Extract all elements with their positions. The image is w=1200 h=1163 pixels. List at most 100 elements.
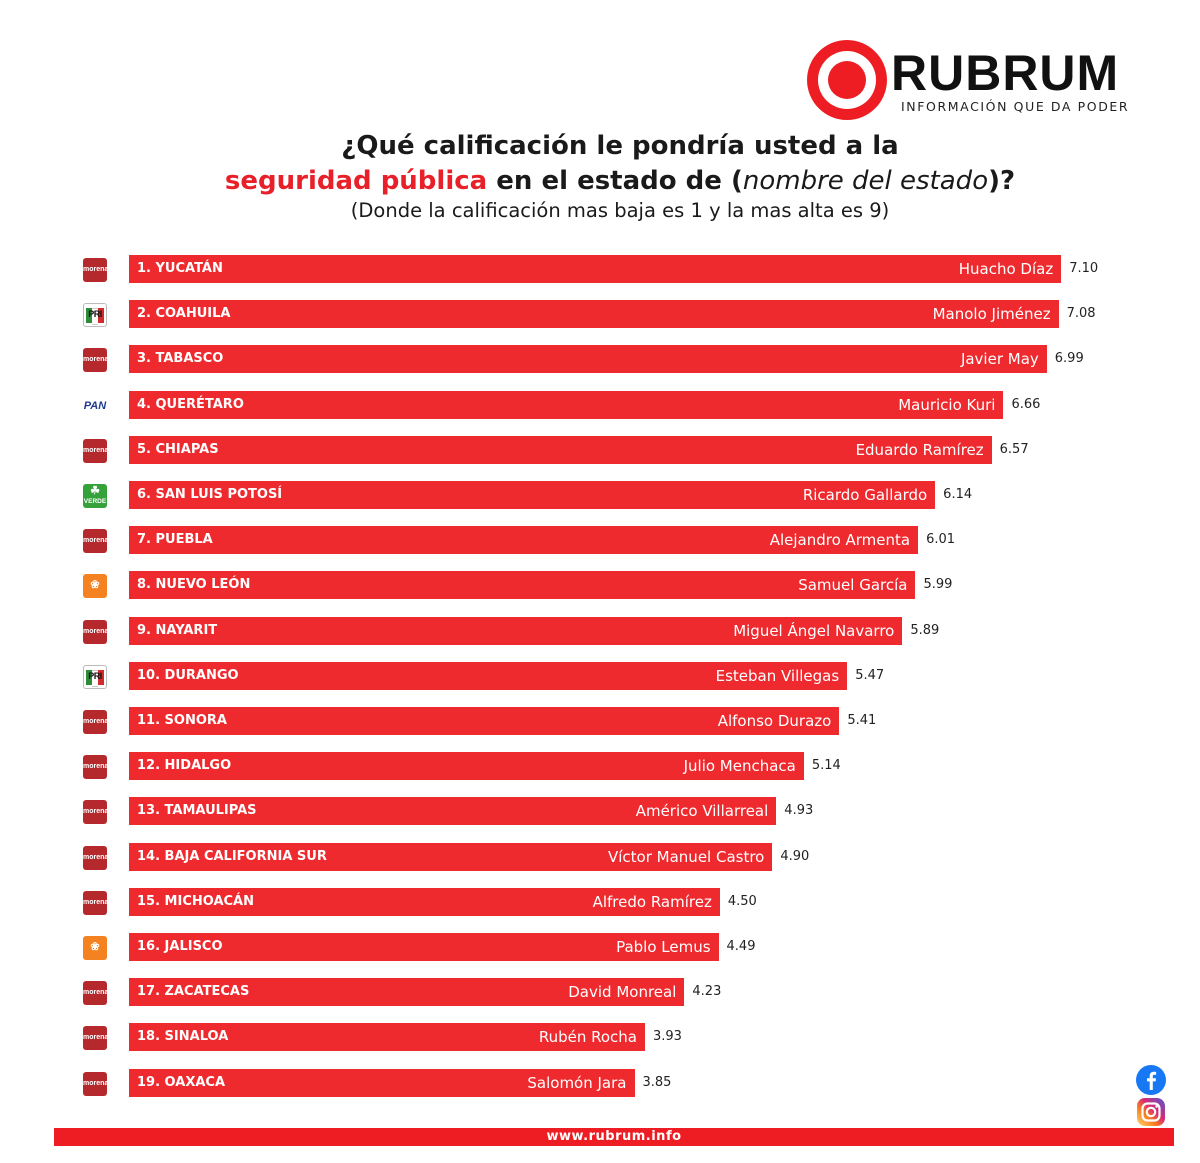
bar-row: morena 12. HIDALGO Julio Menchaca 5.14 (0, 752, 1200, 782)
title-italic: nombre del estado (742, 166, 989, 196)
value-label: 7.10 (1069, 261, 1099, 276)
bar: 9. NAYARIT Miguel Ángel Navarro (129, 616, 903, 645)
footer-website[interactable]: www.rubrum.info (54, 1128, 1174, 1146)
value-label: 4.49 (726, 939, 756, 954)
bar: 12. HIDALGO Julio Menchaca (129, 752, 804, 781)
bar: 14. BAJA CALIFORNIA SUR Víctor Manuel Cas… (129, 842, 773, 871)
bar-row: PRI 10. DURANGO Esteban Villegas 5.47 (0, 661, 1200, 692)
party-morena-icon: morena (83, 981, 107, 1006)
governor-label: Alejandro Armenta (769, 531, 911, 550)
party-morena-icon: morena (83, 800, 107, 825)
logo-wordmark: RUBRUM (891, 45, 1120, 101)
logo-target-icon (807, 40, 887, 120)
bar-row: PAN 4. QUERÉTARO Mauricio Kuri 6.66 (0, 390, 1200, 421)
party-mc-icon: ❀ (83, 574, 107, 599)
bar: 2. COAHUILA Manolo Jiménez (129, 300, 1059, 329)
category-label: 13. TAMAULIPAS (137, 803, 257, 819)
governor-label: Alfredo Ramírez (592, 892, 712, 911)
governor-label: Samuel García (798, 576, 908, 595)
value-label: 4.93 (784, 803, 814, 819)
rubrum-logo: RUBRUM INFORMACIÓN QUE DA PODER (805, 38, 1165, 122)
party-morena-icon: morena (83, 529, 107, 554)
governor-label: Víctor Manuel Castro (608, 847, 765, 866)
value-label: 5.41 (847, 713, 877, 728)
bar: 15. MICHOACÁN Alfredo Ramírez (129, 887, 720, 916)
bar-row: morena 17. ZACATECAS David Monreal 4.23 (0, 978, 1200, 1008)
bar-row: morena 3. TABASCO Javier May 6.99 (0, 345, 1200, 375)
governor-label: Esteban Villegas (715, 666, 840, 685)
governor-label: Alfonso Durazo (717, 712, 832, 730)
party-morena-icon: morena (83, 1026, 107, 1051)
value-label: 6.14 (943, 487, 973, 502)
bar-row: morena 1. YUCATÁN Huacho Díaz 7.10 (0, 255, 1200, 285)
title-part-a: en el estado de ( (487, 166, 743, 196)
party-morena-icon: morena (83, 755, 107, 780)
category-label: 19. OAXACA (137, 1074, 226, 1090)
party-pan-icon: PAN (83, 399, 107, 412)
value-label: 5.47 (855, 667, 885, 683)
governor-label: David Monreal (568, 983, 677, 1002)
governor-label: Salomón Jara (527, 1073, 627, 1092)
value-label: 6.57 (999, 441, 1029, 457)
bar: 11. SONORA Alfonso Durazo (129, 707, 840, 735)
bar-row: morena 14. BAJA CALIFORNIA SUR Víctor Manu… (0, 842, 1200, 873)
bar: 13. TAMAULIPAS Américo Villarreal (129, 797, 777, 826)
value-label: 4.50 (727, 893, 757, 909)
category-label: 17. ZACATECAS (137, 984, 250, 1000)
facebook-icon[interactable] (1135, 1064, 1167, 1096)
category-label: 2. COAHUILA (137, 306, 231, 322)
party-morena-icon: morena (83, 1071, 107, 1096)
governor-label: Javier May (960, 350, 1039, 369)
party-pri-icon: PRI (83, 664, 107, 689)
category-label: 16. JALISCO (137, 939, 223, 954)
governor-label: Rubén Rocha (538, 1028, 637, 1047)
bar-row: morena 19. OAXACA Salomón Jara 3.85 (0, 1068, 1200, 1099)
party-morena-icon: morena (83, 890, 107, 915)
party-verde-icon: ☘ VERDE (83, 484, 107, 508)
governor-label: Américo Villarreal (635, 802, 769, 821)
governor-label: Miguel Ángel Navarro (733, 621, 895, 640)
chart-title-line1: ¿Qué calificación le pondría usted a la (341, 131, 899, 161)
category-label: 12. HIDALGO (137, 758, 232, 774)
value-label: 6.99 (1054, 351, 1084, 367)
bar: 10. DURANGO Esteban Villegas (129, 661, 848, 690)
party-pri-icon: PRI (83, 303, 107, 328)
value-label: 7.08 (1066, 306, 1096, 322)
chart-title-line2: seguridad pública en el estado de (nombr… (0, 166, 1200, 196)
governor-label: Eduardo Ramírez (855, 440, 984, 459)
party-morena-icon: morena (83, 619, 107, 644)
value-label: 3.93 (653, 1029, 682, 1045)
party-morena-icon: morena (83, 438, 107, 463)
party-morena-icon: morena (83, 845, 107, 870)
value-label: 6.66 (1011, 396, 1041, 412)
bar: 17. ZACATECAS David Monreal (129, 978, 685, 1007)
party-morena-icon: morena (83, 710, 107, 734)
title-highlight: seguridad pública (224, 166, 488, 196)
value-label: 5.14 (811, 758, 841, 774)
bar: 7. PUEBLA Alejandro Armenta (129, 526, 919, 555)
party-mc-icon: ❀ (83, 936, 107, 960)
bar: 6. SAN LUIS POTOSÍ Ricardo Gallardo (129, 481, 936, 509)
governor-label: Mauricio Kuri (898, 395, 996, 414)
category-label: 18. SINALOA (137, 1029, 229, 1045)
category-label: 10. DURANGO (137, 667, 239, 683)
bar-row: morena 13. TAMAULIPAS Américo Villarreal 4.… (0, 797, 1200, 827)
chart-subtitle: (Donde la calificación mas baja es 1 y l… (350, 199, 890, 222)
category-label: 11. SONORA (137, 713, 227, 728)
instagram-icon[interactable] (1135, 1096, 1167, 1128)
category-label: 15. MICHOACÁN (137, 893, 254, 909)
bar: 4. QUERÉTARO Mauricio Kuri (129, 390, 1004, 419)
value-label: 4.23 (692, 984, 722, 1000)
value-label: 3.85 (642, 1074, 672, 1090)
bar-row: ❀ 8. NUEVO LEÓN Samuel García 5.99 (0, 571, 1200, 601)
bar-row: PRI 2. COAHUILA Manolo Jiménez 7.08 (0, 300, 1200, 330)
category-label: 1. YUCATÁN (137, 261, 223, 276)
bar-row: ❀ 16. JALISCO Pablo Lemus 4.49 (0, 933, 1200, 963)
bar-row: ☘ VERDE 6. SAN LUIS POTOSÍ Ricardo Gallardo… (0, 481, 1200, 511)
bar-row: morena 9. NAYARIT Miguel Ángel Navarro 5.89 (0, 616, 1200, 647)
bar: 1. YUCATÁN Huacho Díaz (129, 255, 1062, 283)
category-label: 9. NAYARIT (137, 622, 218, 638)
governor-label: Julio Menchaca (683, 757, 796, 776)
category-label: 6. SAN LUIS POTOSÍ (137, 487, 283, 502)
